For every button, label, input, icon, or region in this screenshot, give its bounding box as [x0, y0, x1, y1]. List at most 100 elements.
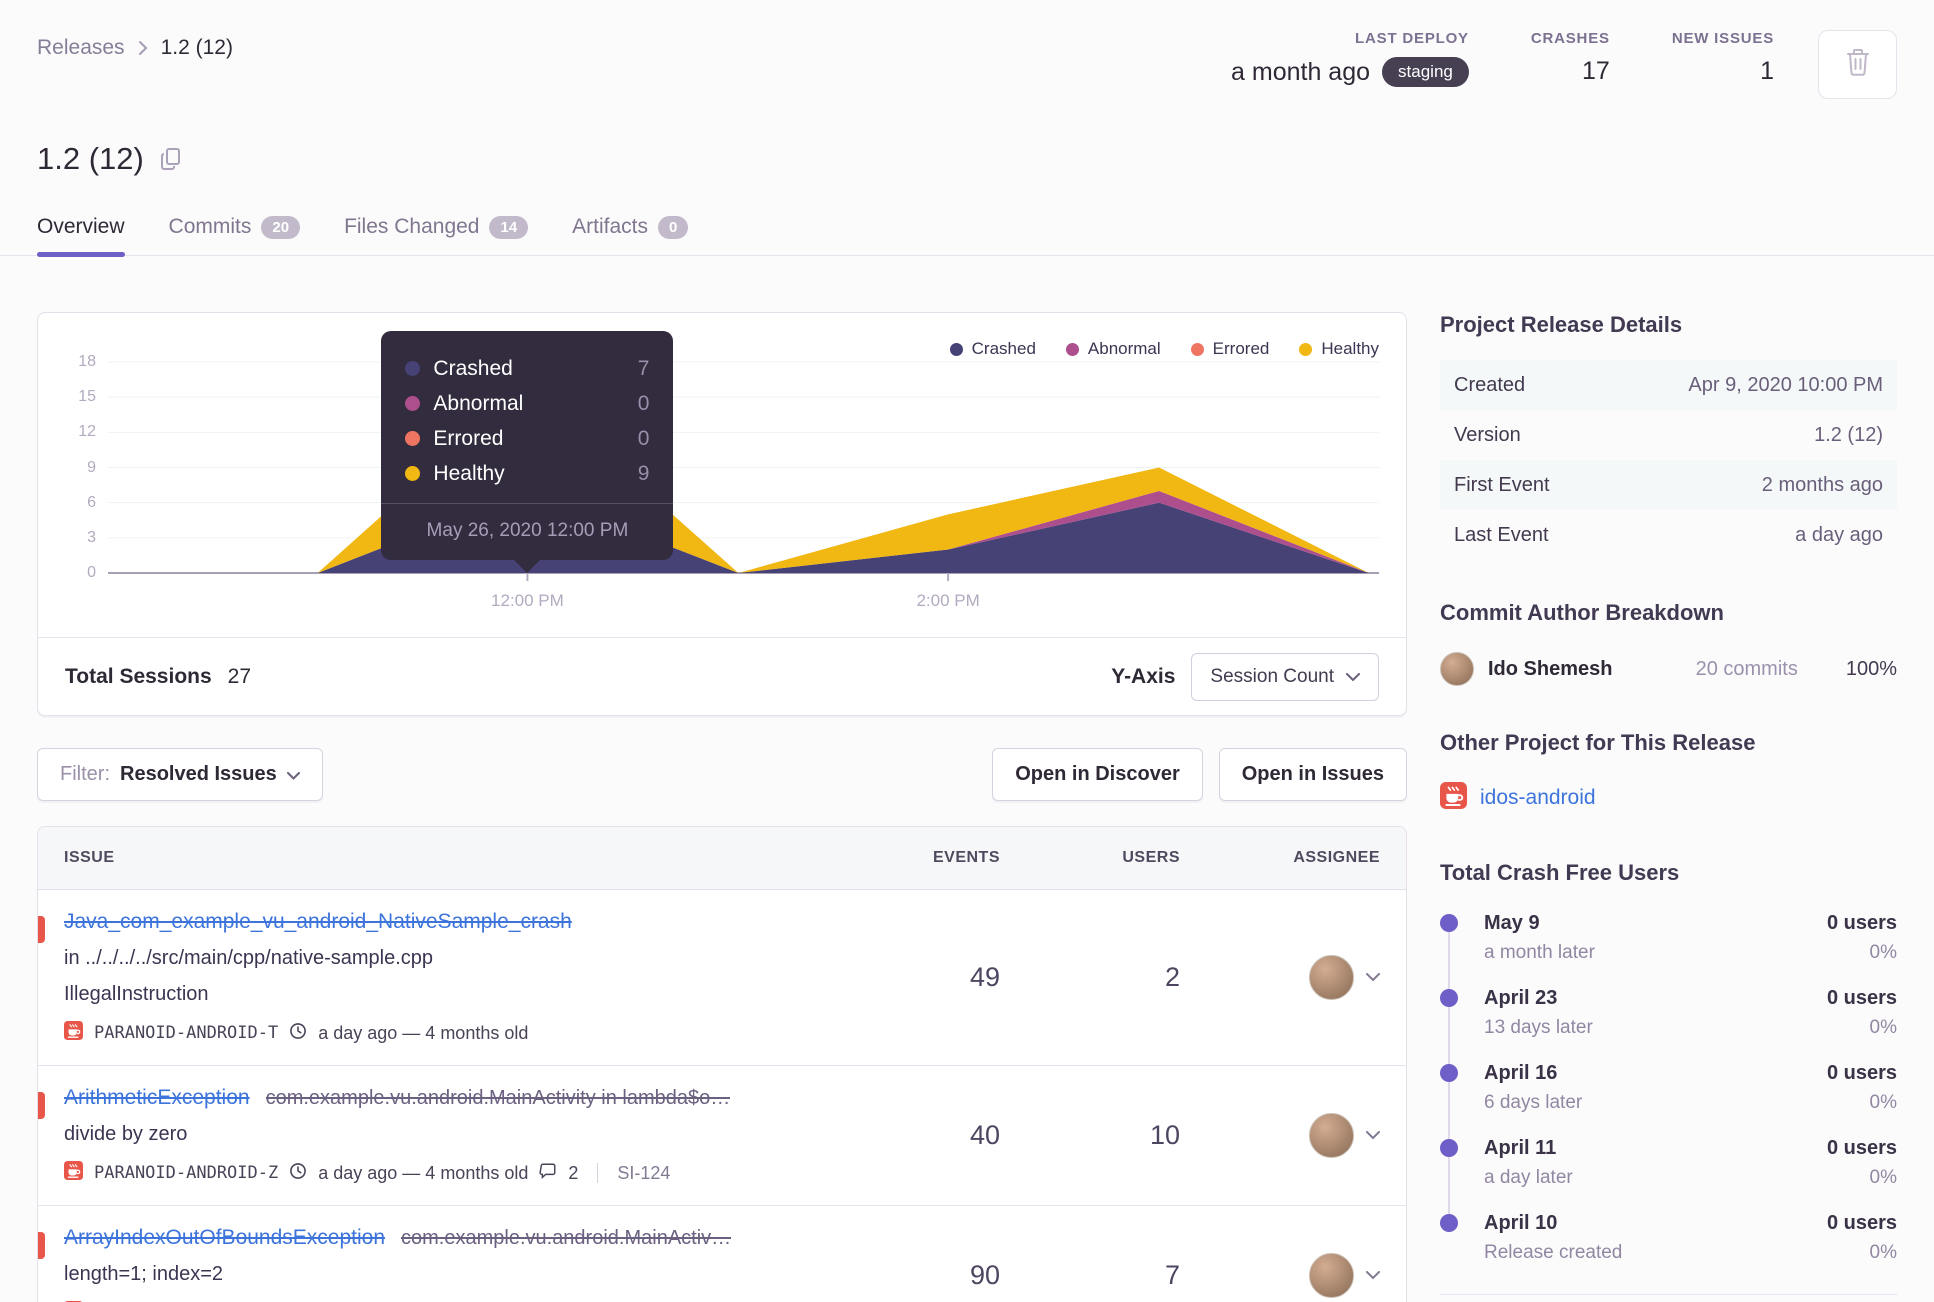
issue-title-link[interactable]: Java_com_example_vu_android_NativeSample…: [64, 910, 572, 933]
assignee-dropdown-chevron[interactable]: [1366, 1131, 1380, 1140]
total-sessions-value: 27: [227, 664, 252, 688]
breadcrumb-releases-link[interactable]: Releases: [37, 36, 125, 59]
issue-row[interactable]: ArithmeticException com.example.vu.andro…: [38, 1066, 1406, 1206]
breadcrumb-current: 1.2 (12): [160, 36, 233, 59]
issue-row[interactable]: ArrayIndexOutOfBoundsException com.examp…: [38, 1206, 1406, 1302]
column-assignee: ASSIGNEE: [1293, 849, 1380, 866]
tooltip-row-abnormal: Abnormal 0: [405, 386, 649, 421]
crashes-label: CRASHES: [1530, 30, 1610, 47]
tooltip-row-crashed: Crashed 7: [405, 351, 649, 386]
errored-dot: [405, 431, 421, 446]
legend-item-healthy[interactable]: Healthy: [1299, 339, 1379, 359]
filter-dropdown[interactable]: Filter: Resolved Issues: [37, 748, 323, 801]
java-project-icon: [64, 1161, 83, 1185]
total-sessions: Total Sessions 27: [65, 664, 252, 688]
crash-free-timeline: May 9 a month later 0 users 0% April 23 …: [1440, 912, 1897, 1264]
assignee-dropdown-chevron[interactable]: [1366, 1271, 1380, 1280]
issues-table: ISSUE EVENTS USERS ASSIGNEE Java_com_exa…: [37, 826, 1407, 1302]
issue-users-count: 2: [1164, 962, 1180, 992]
issue-message: IllegalInstruction: [64, 983, 209, 1005]
detail-row-version: Version 1.2 (12): [1454, 423, 1883, 446]
timeline-item: May 9 a month later 0 users 0%: [1440, 912, 1897, 964]
legend-item-crashed[interactable]: Crashed: [949, 339, 1036, 359]
timeline-dot: [1440, 989, 1458, 1007]
copy-icon[interactable]: [160, 147, 182, 171]
last-deploy-value: a month ago: [1231, 57, 1371, 86]
clock-icon: [289, 1162, 307, 1185]
issue-events-count: 40: [969, 1120, 1000, 1150]
files-changed-count-badge: 14: [489, 215, 529, 239]
legend-item-errored[interactable]: Errored: [1190, 339, 1269, 359]
page-header: Releases 1.2 (12) LAST DEPLOY a month ag…: [0, 0, 1934, 257]
issue-short-id: SI-124: [617, 1162, 671, 1183]
stat-new-issues: NEW ISSUES 1: [1672, 30, 1774, 86]
issue-culprit: com.example.vu.android.MainActiv…: [401, 1227, 732, 1249]
issue-events-count: 49: [969, 962, 1000, 992]
author-name: Ido Shemesh: [1488, 657, 1613, 680]
abnormal-legend-dot: [1065, 342, 1079, 356]
issue-message: divide by zero: [64, 1123, 188, 1145]
tab-commits[interactable]: Commits 20: [169, 215, 301, 255]
issue-culprit: com.example.vu.android.MainActivity in l…: [265, 1087, 731, 1109]
divider: [597, 1163, 599, 1183]
author-commit-count: 20 commits: [1695, 657, 1798, 680]
trash-icon: [1845, 47, 1871, 82]
issue-title-link[interactable]: ArrayIndexOutOfBoundsException: [64, 1226, 386, 1249]
chart-tooltip: Crashed 7 Abnormal 0 E: [381, 331, 674, 573]
new-issues-label: NEW ISSUES: [1671, 30, 1774, 47]
open-in-discover-button[interactable]: Open in Discover: [992, 748, 1203, 801]
issue-users-count: 10: [1149, 1120, 1180, 1150]
healthy-legend-dot: [1299, 342, 1313, 356]
tooltip-arrow: [513, 559, 542, 573]
project-slug: PARANOID-ANDROID-T: [94, 1023, 279, 1043]
commits-count-badge: 20: [261, 215, 301, 239]
assignee-dropdown-chevron[interactable]: [1366, 973, 1380, 982]
comments-icon: [539, 1162, 557, 1185]
release-sidebar: Project Release Details Created Apr 9, 2…: [1440, 312, 1897, 1302]
comments-count: 2: [568, 1162, 579, 1183]
assignee-avatar[interactable]: [1309, 955, 1354, 1000]
chevron-right-icon: [137, 38, 149, 58]
sessions-chart-plot[interactable]: 12:00 PM 2:00 PM Crashed 7 Ab: [108, 313, 1379, 613]
java-project-icon: [64, 1021, 83, 1045]
delete-release-button[interactable]: [1818, 30, 1897, 99]
last-deploy-label: LAST DEPLOY: [1355, 30, 1469, 47]
timeline-item: April 11 a day later 0 users 0%: [1440, 1137, 1897, 1189]
detail-row-first-event: First Event 2 months ago: [1440, 460, 1897, 510]
issue-title-link[interactable]: ArithmeticException: [64, 1086, 250, 1109]
crashed-dot: [405, 361, 421, 376]
chart-y-axis: 0 3 6 9 12 15 18: [78, 353, 96, 581]
detail-row-last-event: Last Event a day ago: [1454, 523, 1883, 546]
other-project-row: idos-android: [1440, 782, 1897, 814]
column-events: EVENTS: [932, 849, 1000, 866]
legend-item-abnormal[interactable]: Abnormal: [1065, 339, 1161, 359]
issue-age: a day ago — 4 months old: [318, 1162, 529, 1183]
issue-users-count: 7: [1164, 1260, 1180, 1290]
issue-row[interactable]: Java_com_example_vu_android_NativeSample…: [38, 890, 1406, 1066]
y-axis-select[interactable]: Session Count: [1191, 652, 1379, 701]
healthy-dot: [405, 466, 421, 481]
timeline-item: April 16 6 days later 0 users 0%: [1440, 1062, 1897, 1114]
tab-overview[interactable]: Overview: [37, 215, 125, 257]
assignee-avatar[interactable]: [1309, 1113, 1354, 1158]
new-issues-value: 1: [1760, 57, 1774, 85]
tooltip-row-errored: Errored 0: [405, 421, 649, 456]
timeline-item: April 10 Release created 0 users 0%: [1440, 1212, 1897, 1264]
assignee-avatar[interactable]: [1309, 1253, 1354, 1298]
detail-row-created: Created Apr 9, 2020 10:00 PM: [1440, 360, 1897, 410]
resolved-indicator-bar: [38, 1232, 45, 1259]
commit-author-row: Ido Shemesh 20 commits 100%: [1440, 652, 1897, 686]
stat-crashes: CRASHES 17: [1531, 30, 1610, 86]
header-stats: LAST DEPLOY a month ago staging CRASHES …: [1231, 30, 1897, 99]
open-in-issues-button[interactable]: Open in Issues: [1218, 748, 1407, 801]
issue-events-count: 90: [969, 1260, 1000, 1290]
author-avatar: [1440, 652, 1474, 686]
timeline-dot: [1440, 914, 1458, 932]
page-title: 1.2 (12): [37, 141, 144, 176]
timeline-dot: [1440, 1064, 1458, 1082]
column-users: USERS: [1122, 849, 1180, 866]
y-axis-label: Y-Axis: [1111, 664, 1176, 688]
other-project-link[interactable]: idos-android: [1480, 786, 1596, 809]
tab-files-changed[interactable]: Files Changed 14: [344, 215, 529, 255]
tab-artifacts[interactable]: Artifacts 0: [572, 215, 689, 255]
